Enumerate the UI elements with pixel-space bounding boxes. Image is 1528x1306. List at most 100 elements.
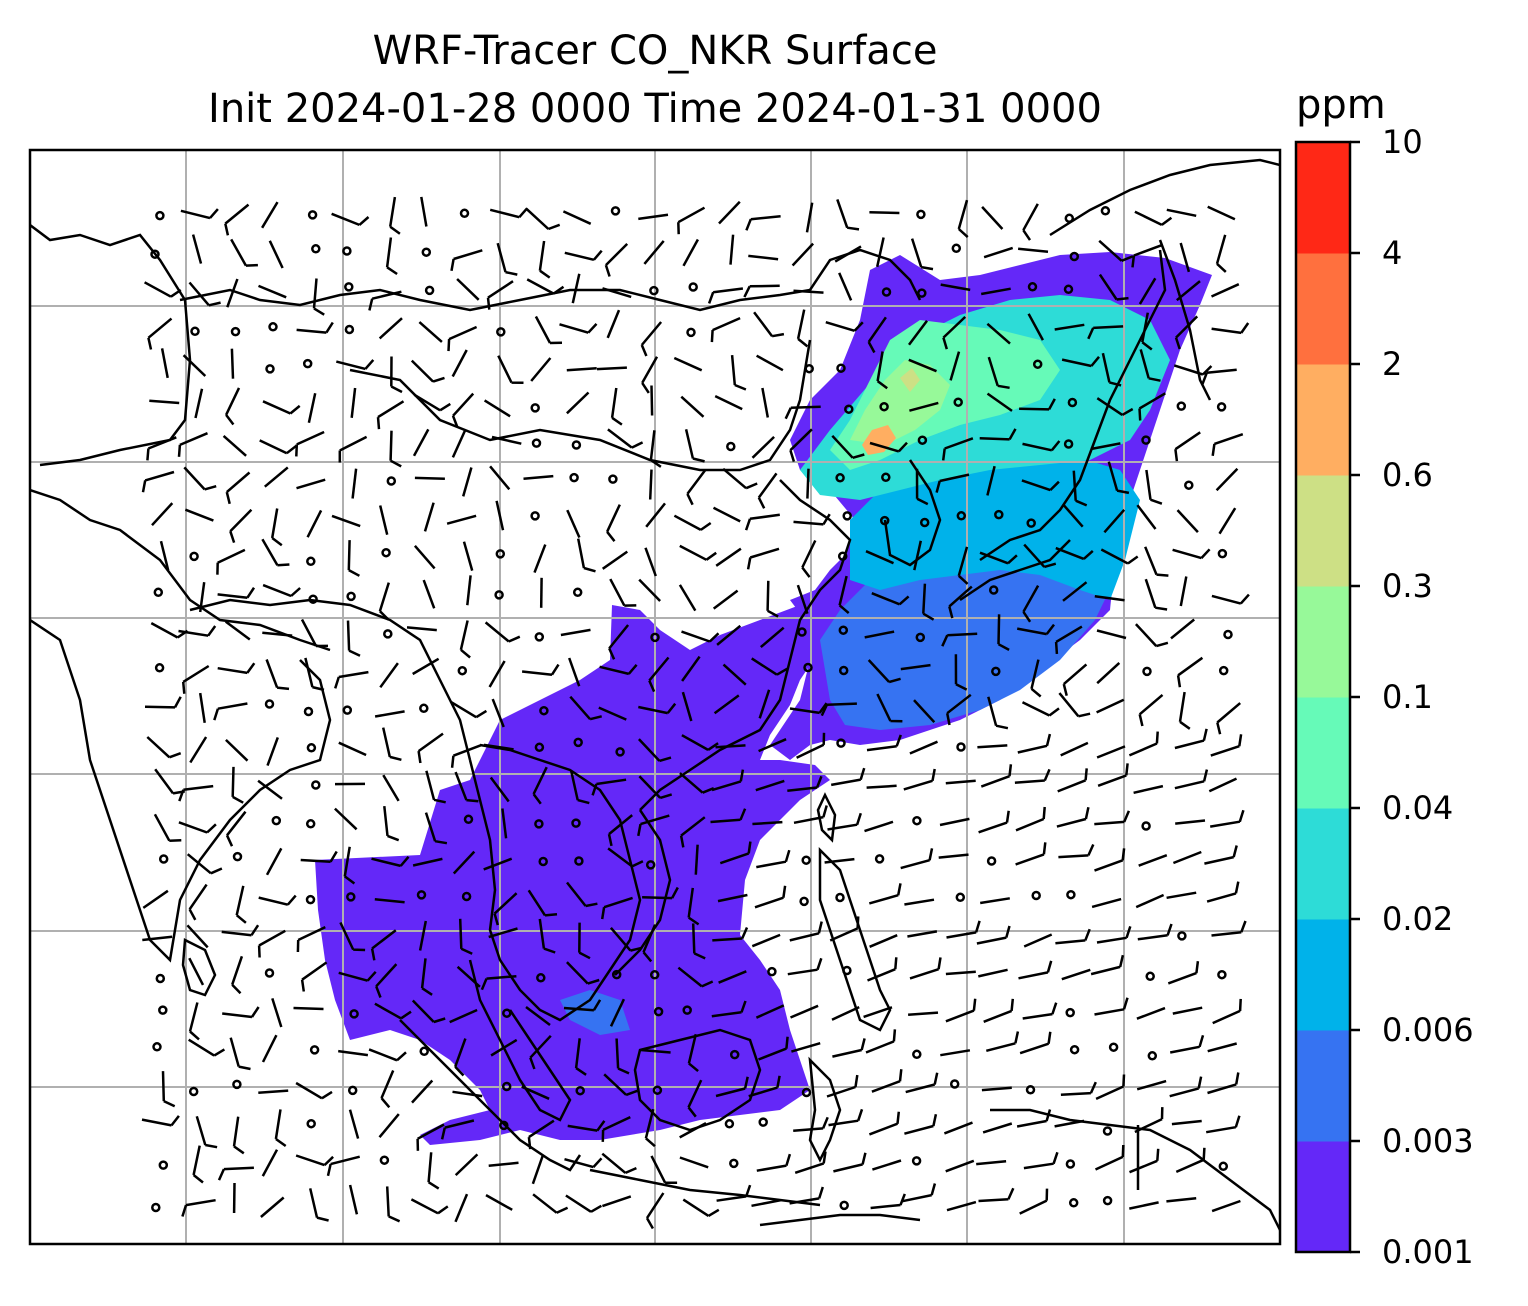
wind-barb: [450, 743, 482, 768]
coastline-newguinea: [990, 1108, 1280, 1231]
wind-barb: [876, 693, 903, 723]
wind-barb: [461, 467, 473, 497]
wind-barb: [641, 356, 659, 394]
wind-barb: [560, 628, 591, 637]
wind-barb: [376, 400, 405, 430]
wind-barb: [483, 743, 514, 751]
wind-barb: [1091, 897, 1122, 909]
wind-barb: [755, 354, 784, 372]
wind-barb: [711, 769, 745, 792]
wind-barb: [648, 469, 653, 500]
wind-barb: [687, 1033, 699, 1073]
wind-barb: [261, 1149, 279, 1177]
wind-barb: [339, 921, 366, 952]
wind-barb: [751, 1198, 782, 1208]
wind-barb: [300, 850, 338, 864]
wind-barb: [980, 287, 1011, 296]
wind-barb: [875, 237, 885, 268]
wind-barb: [865, 1029, 897, 1054]
wind-barb: [1094, 997, 1129, 1016]
calm-wind-marker: [1064, 213, 1075, 224]
calm-wind-marker: [306, 743, 317, 753]
wind-barb: [679, 1156, 709, 1169]
calm-wind-marker: [188, 1086, 199, 1097]
wind-barb: [982, 1122, 1013, 1134]
wind-barb: [983, 246, 1014, 259]
wind-barb: [681, 655, 701, 682]
wind-barb: [307, 393, 317, 423]
wind-barb: [642, 924, 657, 963]
colorbar-tick-label: 0.1: [1382, 678, 1433, 716]
wind-barb: [871, 1069, 903, 1093]
wind-barb: [1062, 581, 1088, 602]
wind-barb: [491, 435, 522, 445]
wind-barb: [420, 958, 433, 996]
wind-barb: [1094, 848, 1126, 872]
wind-barb: [644, 1108, 656, 1148]
wind-barb: [1016, 623, 1055, 636]
colorbar-segment: [1296, 586, 1350, 698]
calm-wind-marker: [1069, 251, 1080, 262]
wind-barb: [1136, 1079, 1167, 1091]
wind-barb: [827, 812, 862, 831]
wind-barb: [414, 476, 445, 481]
wind-barb: [761, 387, 770, 418]
wind-barb: [1176, 280, 1201, 302]
wind-barb: [1027, 313, 1044, 341]
wind-barb: [980, 764, 1013, 788]
coastline-russia: [1049, 158, 1280, 237]
wind-barb: [338, 741, 367, 757]
wind-barb: [828, 1108, 864, 1127]
wind-barb: [729, 234, 735, 265]
wind-barb: [447, 325, 478, 352]
wind-barb: [178, 784, 214, 802]
wind-barb: [1212, 998, 1242, 1025]
wind-barb: [496, 242, 518, 276]
wind-barb: [258, 894, 297, 906]
calm-wind-marker: [305, 894, 316, 905]
wind-barb: [331, 212, 370, 227]
wind-barb: [673, 356, 703, 372]
wind-barb: [1205, 1115, 1241, 1134]
wind-barb: [1017, 247, 1049, 253]
wind-barb: [941, 437, 974, 461]
calm-wind-marker: [912, 1049, 922, 1060]
wind-barb: [389, 430, 402, 468]
wind-barb: [714, 394, 743, 411]
coastline-china-east: [639, 479, 852, 811]
wind-barb: [758, 738, 787, 753]
wind-barb: [680, 395, 705, 418]
wind-barb: [997, 614, 1010, 652]
wind-barb: [1019, 1188, 1049, 1215]
wind-barb: [418, 920, 428, 951]
wind-barb: [607, 428, 644, 449]
wind-barb: [184, 508, 214, 522]
wind-barb: [262, 400, 301, 415]
wind-barb: [1170, 618, 1195, 640]
wind-barb: [1015, 842, 1047, 866]
calm-wind-marker: [575, 1085, 585, 1096]
wind-barb: [484, 621, 521, 643]
calm-wind-marker: [158, 1005, 168, 1015]
calm-wind-marker: [461, 891, 472, 902]
wind-barb: [451, 349, 468, 378]
colorbar-segment: [1296, 1141, 1350, 1253]
wind-barb: [836, 198, 860, 231]
wind-barb: [1097, 763, 1129, 787]
calm-wind-marker: [1141, 821, 1151, 831]
wind-barb: [831, 434, 865, 460]
wind-barb: [722, 467, 758, 490]
wind-barb: [1058, 843, 1095, 859]
wind-barb: [838, 575, 850, 615]
wind-barb: [722, 663, 747, 686]
wind-barb: [1166, 1197, 1197, 1203]
wind-barb: [217, 662, 256, 675]
wind-barb: [976, 925, 1011, 945]
wind-barb: [601, 1115, 631, 1142]
calm-wind-marker: [801, 855, 811, 865]
wind-barb: [146, 436, 177, 461]
wind-barb: [957, 546, 969, 585]
wind-barb: [915, 468, 929, 506]
calm-wind-marker: [912, 815, 922, 826]
wind-barb: [521, 1085, 550, 1100]
